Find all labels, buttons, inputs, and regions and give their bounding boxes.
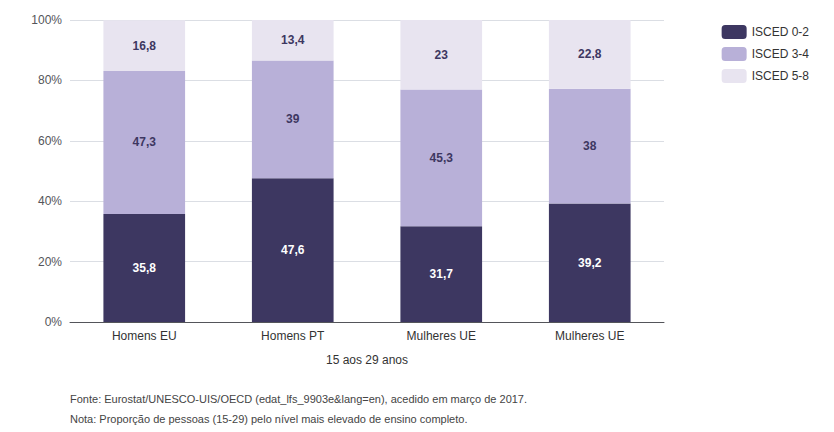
svg-text:47,6: 47,6 [281, 243, 305, 257]
svg-text:Mulheres UE: Mulheres UE [555, 329, 624, 343]
svg-text:ISCED 0-2: ISCED 0-2 [752, 25, 810, 39]
svg-text:100%: 100% [31, 13, 62, 27]
svg-text:31,7: 31,7 [430, 267, 454, 281]
svg-text:39: 39 [286, 112, 300, 126]
svg-text:0%: 0% [45, 315, 63, 329]
svg-text:Homens EU: Homens EU [112, 329, 177, 343]
svg-text:16,8: 16,8 [133, 39, 157, 53]
svg-text:35,8: 35,8 [133, 261, 157, 275]
svg-text:60%: 60% [38, 134, 62, 148]
svg-text:47,3: 47,3 [133, 135, 157, 149]
svg-text:Fonte: Eurostat/UNESCO-UIS/OEC: Fonte: Eurostat/UNESCO-UIS/OECD (edat_lf… [70, 393, 527, 405]
svg-text:Mulheres UE: Mulheres UE [407, 329, 476, 343]
svg-text:39,2: 39,2 [578, 256, 602, 270]
svg-text:13,4: 13,4 [281, 33, 305, 47]
svg-text:45,3: 45,3 [430, 151, 454, 165]
svg-text:Homens PT: Homens PT [261, 329, 325, 343]
svg-text:15 aos 29 anos: 15 aos 29 anos [326, 353, 408, 367]
svg-text:20%: 20% [38, 255, 62, 269]
svg-text:80%: 80% [38, 73, 62, 87]
svg-text:Nota: Proporção de pessoas (15: Nota: Proporção de pessoas (15-29) pelo … [70, 413, 467, 425]
svg-text:38: 38 [583, 139, 597, 153]
svg-text:22,8: 22,8 [578, 47, 602, 61]
svg-text:ISCED 3-4: ISCED 3-4 [752, 47, 810, 61]
svg-text:40%: 40% [38, 194, 62, 208]
svg-text:23: 23 [435, 48, 449, 62]
svg-text:ISCED 5-8: ISCED 5-8 [752, 69, 810, 83]
